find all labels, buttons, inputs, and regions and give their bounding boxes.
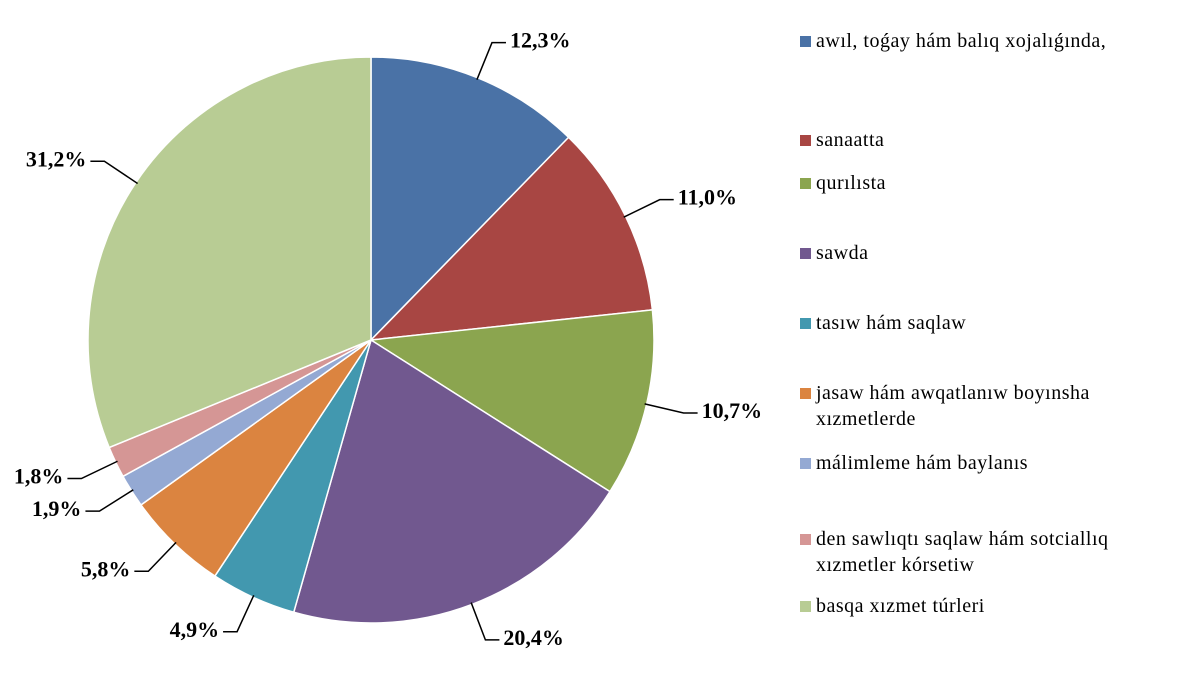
leader-line: [67, 460, 118, 480]
data-label: 5,8%: [81, 556, 131, 581]
data-label: 20,4%: [503, 625, 564, 650]
legend-item: jasaw hám awqatlanıw boyınsha xızmetlerd…: [800, 380, 1186, 432]
legend-swatch: [800, 135, 811, 146]
legend-swatch: [800, 534, 811, 545]
leader-line: [476, 41, 506, 81]
legend-swatch: [800, 248, 811, 259]
legend-swatch: [800, 36, 811, 47]
data-label: 1,9%: [32, 496, 82, 521]
data-label: 31,2%: [26, 146, 87, 171]
legend-label: tasıw hám saqlaw: [816, 312, 967, 334]
legend-label: sawda: [816, 242, 869, 264]
leader-line: [470, 602, 500, 641]
legend-item: den sawlıqtı saqlaw hám sotciallıq xızme…: [800, 526, 1186, 578]
legend-label: sanaatta: [816, 129, 885, 151]
legend-item: sawda: [800, 240, 1186, 266]
legend-swatch: [800, 601, 811, 612]
legend-item: málimleme hám baylanıs: [800, 450, 1186, 476]
legend-swatch: [800, 318, 811, 329]
legend-label: den sawlıqtı saqlaw hám sotciallıq xızme…: [816, 528, 1109, 576]
data-label: 10,7%: [702, 398, 763, 423]
leader-line: [644, 403, 698, 414]
legend-swatch: [800, 178, 811, 189]
legend-label: basqa xızmet túrleri: [816, 595, 985, 617]
legend-item: tasıw hám saqlaw: [800, 310, 1186, 336]
leader-line: [134, 541, 177, 572]
legend-swatch: [800, 388, 811, 399]
legend-item: qurılısta: [800, 170, 1186, 196]
data-label: 4,9%: [170, 617, 220, 642]
legend-label: jasaw hám awqatlanıw boyınsha xızmetlerd…: [816, 382, 1090, 430]
legend-label: awıl, toǵay hám balıq xojalıǵında,: [816, 30, 1107, 52]
leader-line: [90, 160, 139, 185]
leader-line: [623, 198, 674, 218]
legend-item: awıl, toǵay hám balıq xojalıǵında,: [800, 28, 1186, 54]
data-label: 11,0%: [678, 185, 737, 210]
legend-label: málimleme hám baylanıs: [816, 452, 1029, 474]
leader-line: [223, 595, 255, 633]
data-label: 1,8%: [14, 464, 64, 489]
legend-swatch: [800, 458, 811, 469]
data-label: 12,3%: [510, 28, 571, 53]
legend-item: sanaatta: [800, 127, 1186, 153]
leader-line: [85, 489, 134, 512]
legend-item: basqa xızmet túrleri: [800, 593, 1186, 619]
legend-label: qurılısta: [816, 172, 887, 194]
